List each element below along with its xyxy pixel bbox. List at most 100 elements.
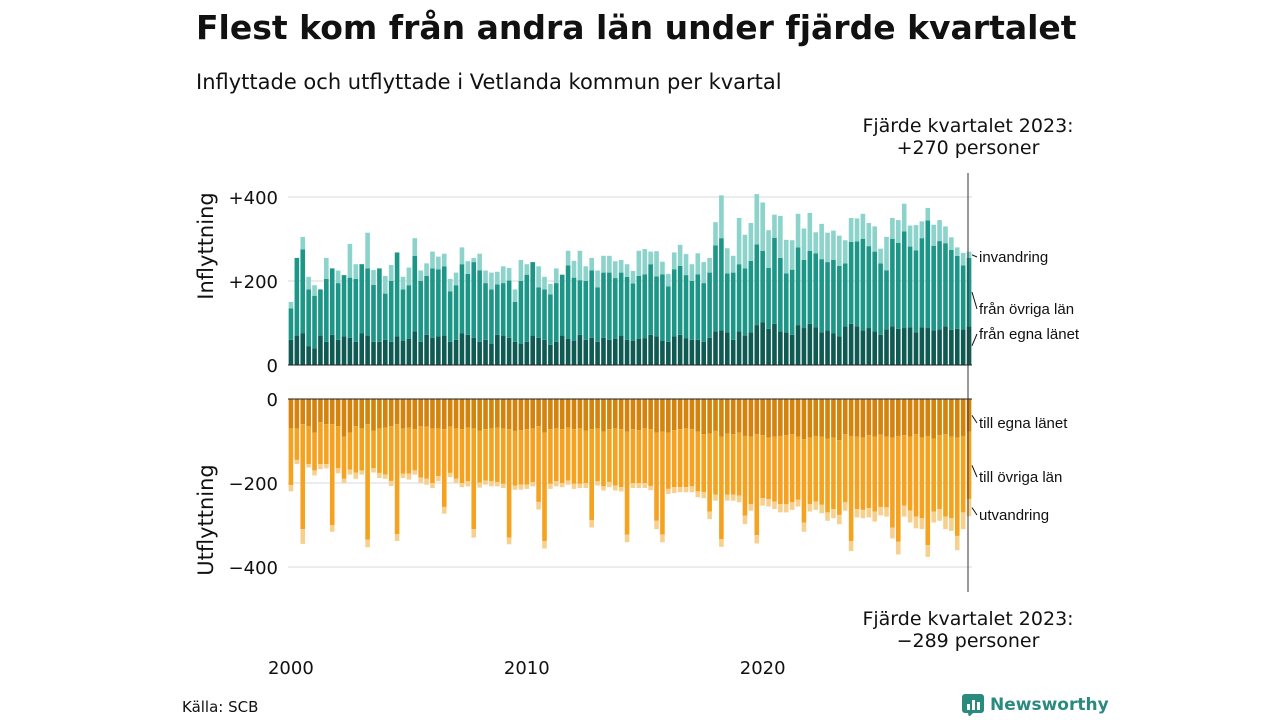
- bar-out-ovriga: [447, 426, 453, 473]
- bar-out-ovriga: [642, 428, 648, 483]
- bar-in-egna: [595, 341, 600, 365]
- bar-in-utland: [901, 203, 907, 232]
- bar-in-utland: [925, 207, 931, 221]
- bar-in-egna: [866, 328, 872, 365]
- bar-in-egna: [937, 329, 942, 365]
- bar-in-ovriga: [324, 278, 329, 342]
- bar-in-ovriga: [524, 274, 530, 342]
- bar-in-utland: [630, 270, 636, 284]
- bar-out-ovriga: [949, 436, 954, 519]
- bar-in-egna: [795, 325, 801, 365]
- bar-out-utland: [536, 501, 541, 510]
- bar-out-ovriga: [294, 428, 300, 460]
- bar-in-egna: [495, 334, 500, 365]
- bar-in-ovriga: [766, 267, 771, 329]
- x-tick-label: 2020: [740, 658, 786, 679]
- bar-in-utland: [430, 251, 435, 269]
- bar-out-ovriga: [636, 430, 642, 483]
- bottom-y-tick-label: −400: [229, 558, 278, 579]
- bar-in-ovriga: [518, 281, 524, 344]
- bar-out-utland: [825, 512, 830, 521]
- bar-out-egna: [394, 399, 400, 425]
- bar-in-utland: [943, 226, 948, 244]
- bar-out-egna: [418, 399, 423, 427]
- bar-out-ovriga: [394, 424, 400, 535]
- bar-out-ovriga: [288, 428, 294, 486]
- bar-out-utland: [742, 515, 748, 525]
- bar-out-ovriga: [931, 438, 936, 512]
- bar-in-ovriga: [465, 273, 471, 335]
- outflow-bars: [288, 398, 972, 557]
- bar-in-ovriga: [294, 257, 300, 336]
- bar-in-utland: [748, 223, 754, 261]
- bar-in-utland: [589, 257, 594, 271]
- bar-out-ovriga: [500, 428, 506, 484]
- bar-out-ovriga: [365, 424, 370, 540]
- bar-out-ovriga: [742, 435, 748, 516]
- bar-out-ovriga: [512, 430, 518, 486]
- bar-out-utland: [707, 511, 712, 520]
- bar-out-utland: [925, 545, 931, 557]
- bar-in-egna: [571, 340, 577, 365]
- bar-in-ovriga: [966, 257, 972, 327]
- bar-out-egna: [754, 399, 760, 435]
- bar-out-egna: [471, 399, 477, 429]
- bar-in-utland: [453, 272, 459, 286]
- brand-logo[interactable]: Newsworthy: [962, 694, 1109, 716]
- bar-out-egna: [730, 399, 736, 435]
- bar-in-egna: [789, 334, 795, 365]
- bar-in-utland: [595, 270, 600, 288]
- bar-out-utland: [890, 527, 895, 539]
- bar-in-ovriga: [377, 268, 382, 342]
- bar-out-ovriga: [477, 430, 482, 483]
- bar-in-egna: [329, 334, 335, 365]
- bar-in-egna: [583, 339, 589, 365]
- bar-out-utland: [754, 535, 760, 544]
- bar-out-utland: [724, 494, 730, 501]
- bar-out-egna: [335, 399, 341, 427]
- bar-out-egna: [548, 399, 553, 430]
- bar-out-ovriga: [872, 436, 878, 512]
- bar-in-egna: [907, 327, 913, 365]
- bar-out-egna: [382, 399, 388, 428]
- bar-out-utland: [329, 525, 335, 532]
- bar-out-utland: [306, 464, 311, 468]
- bar-in-ovriga: [347, 277, 353, 338]
- bar-out-egna: [736, 399, 742, 433]
- bar-in-ovriga: [742, 268, 748, 336]
- bar-in-utland: [671, 252, 677, 270]
- bar-in-utland: [335, 270, 341, 284]
- bar-in-egna: [831, 333, 836, 365]
- bar-out-utland: [559, 483, 565, 488]
- bar-in-ovriga: [459, 264, 465, 334]
- bar-out-utland: [471, 529, 477, 538]
- bar-in-ovriga: [730, 272, 736, 340]
- bar-out-utland: [913, 516, 919, 529]
- bar-out-egna: [489, 399, 494, 429]
- bar-out-utland: [966, 498, 972, 517]
- bar-out-ovriga: [612, 428, 618, 486]
- bar-out-egna: [577, 399, 583, 429]
- bar-in-ovriga: [601, 272, 606, 338]
- bar-in-egna: [577, 334, 583, 365]
- bar-out-utland: [595, 481, 600, 486]
- bar-in-egna: [618, 335, 624, 365]
- end-label-out-ovriga: till övriga län: [979, 469, 1062, 486]
- bar-in-utland: [778, 215, 783, 258]
- bar-in-ovriga: [577, 280, 583, 335]
- bar-in-utland: [772, 214, 777, 238]
- bar-in-egna: [854, 326, 860, 365]
- bar-out-egna: [618, 399, 624, 430]
- bar-in-utland: [506, 267, 512, 281]
- bar-out-egna: [436, 399, 441, 429]
- bar-out-egna: [365, 399, 370, 425]
- x-tick-label: 2010: [504, 658, 550, 679]
- bar-out-egna: [795, 399, 801, 437]
- bar-out-utland: [895, 541, 901, 555]
- bar-in-utland: [795, 213, 801, 248]
- bar-in-egna: [772, 323, 777, 365]
- bar-in-egna: [365, 335, 370, 365]
- bar-in-ovriga: [359, 264, 365, 334]
- bar-out-egna: [895, 399, 901, 436]
- bar-in-egna: [371, 341, 376, 365]
